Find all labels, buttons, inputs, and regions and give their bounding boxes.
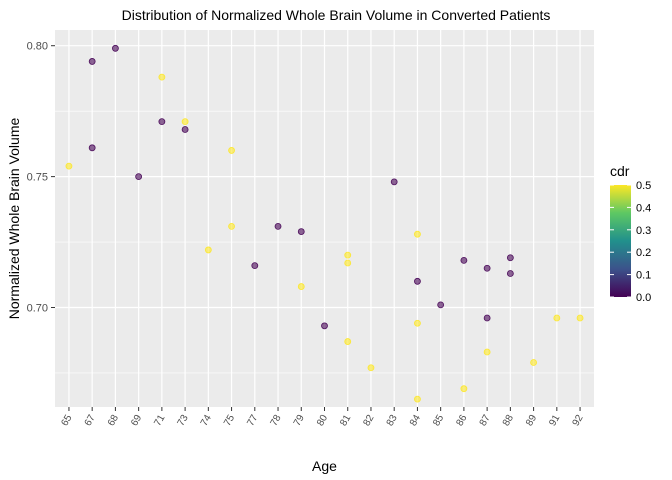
scatter-point <box>344 259 352 267</box>
scatter-point <box>88 58 96 65</box>
scatter-point <box>367 364 375 372</box>
scatter-point <box>553 314 561 322</box>
x-tick-label: 85 <box>431 413 446 429</box>
legend-tick-label: 0.5 <box>636 180 651 192</box>
x-tick-label: 73 <box>176 413 191 429</box>
x-axis-title: Age <box>312 458 337 474</box>
scatter-point <box>390 178 398 186</box>
x-tick-label: 91 <box>547 413 562 429</box>
y-axis-title: Normalized Whole Brain Volume <box>6 118 22 320</box>
scatter-point <box>228 147 235 154</box>
x-tick-label: 75 <box>222 413 237 429</box>
legend-tick-label: 0.1 <box>636 270 651 282</box>
y-tick-label: 0.75 <box>27 172 48 184</box>
x-tick-label: 82 <box>361 413 376 429</box>
x-tick-label: 87 <box>478 413 493 429</box>
y-tick-label: 0.80 <box>27 41 48 53</box>
scatter-point <box>483 348 491 356</box>
x-tick-label: 80 <box>315 413 330 429</box>
scatter-point <box>344 338 352 345</box>
legend-colorbar <box>610 185 631 297</box>
x-tick-label: 81 <box>338 413 353 429</box>
scatter-point <box>65 162 73 170</box>
scatter-point <box>460 385 468 393</box>
scatter-point <box>181 118 189 126</box>
scatter-point <box>158 73 166 81</box>
x-tick-label: 84 <box>408 413 423 429</box>
x-tick-label: 71 <box>152 413 167 429</box>
grid-lines <box>55 30 594 407</box>
scatter-point <box>576 314 584 322</box>
scatter-point <box>135 173 143 181</box>
scatter-point <box>88 144 96 152</box>
scatter-point <box>274 222 282 230</box>
scatter-point <box>321 322 328 330</box>
scatter-point <box>460 256 468 264</box>
x-tick-label: 77 <box>245 413 260 429</box>
x-tick-label: 92 <box>571 413 586 429</box>
scatter-point <box>112 44 119 52</box>
x-tick-label: 88 <box>501 413 516 429</box>
x-tick-label: 89 <box>524 413 539 429</box>
x-tick-label: 68 <box>106 413 121 429</box>
scatter-point <box>297 228 305 235</box>
x-tick-label: 83 <box>385 413 400 429</box>
legend-tick-label: 0.0 <box>636 292 651 304</box>
scatter-point <box>204 246 212 254</box>
scatter-point <box>414 230 421 238</box>
legend-tick-label: 0.2 <box>636 247 651 259</box>
legend-tick-label: 0.3 <box>636 225 651 237</box>
scatter-point <box>158 118 166 126</box>
scatter-point <box>344 251 352 259</box>
scatter-point <box>414 277 421 285</box>
legend: cdr 0.0 0.1 0.2 0.3 0.4 0.5 <box>610 163 651 304</box>
scatter-point <box>506 254 514 262</box>
scatter-point <box>228 222 235 230</box>
chart-title: Distribution of Normalized Whole Brain V… <box>122 7 551 23</box>
scatter-point <box>506 270 514 277</box>
x-axis-ticks: 65 67 68 69 71 73 74 75 77 78 79 80 81 82 83 84 85 86 87 88… <box>59 407 586 429</box>
x-tick-label: 86 <box>454 413 469 429</box>
y-tick-label: 0.70 <box>27 303 48 315</box>
scatter-point <box>437 301 445 309</box>
y-axis-ticks: 0.70 0.75 0.80 <box>27 41 55 315</box>
scatter-point <box>483 264 491 272</box>
data-points <box>65 44 584 403</box>
scatter-point <box>414 395 421 403</box>
legend-title: cdr <box>610 163 630 179</box>
x-tick-label: 65 <box>59 413 74 429</box>
x-tick-label: 69 <box>129 413 144 429</box>
scatter-point <box>530 359 537 366</box>
x-tick-label: 74 <box>199 413 214 429</box>
legend-tick-label: 0.4 <box>636 202 651 214</box>
legend-ticks: 0.0 0.1 0.2 0.3 0.4 0.5 <box>610 180 651 304</box>
scatter-point <box>414 319 421 327</box>
scatter-point <box>297 283 305 290</box>
scatter-point <box>251 262 259 270</box>
scatter-point <box>483 314 491 322</box>
x-tick-label: 78 <box>269 413 284 429</box>
scatter-point <box>181 126 189 133</box>
x-tick-label: 67 <box>83 413 98 429</box>
x-tick-label: 79 <box>292 413 307 429</box>
